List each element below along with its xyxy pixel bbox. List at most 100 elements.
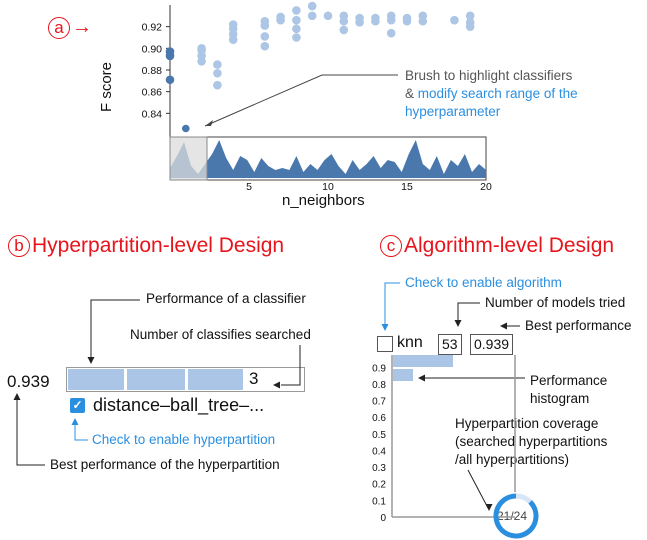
coverage-ring — [493, 493, 539, 539]
scatter-point — [181, 123, 191, 134]
arrowhead-icon — [500, 322, 507, 330]
histogram-tick-label: 0 — [380, 513, 386, 524]
scatter-point — [371, 16, 380, 26]
scatter-point — [323, 11, 333, 21]
models-leader-line — [457, 302, 480, 322]
best-value: 0.939 — [7, 372, 50, 391]
histogram-tick-label: 0.2 — [372, 480, 386, 491]
x-tick-label: 15 — [401, 181, 413, 193]
scatter-point — [260, 41, 270, 51]
algorithm-name: knn — [397, 334, 423, 351]
arrowhead-icon — [418, 374, 425, 382]
y-tick-label: 0.84 — [142, 108, 163, 120]
models-count-box: 53 — [438, 334, 462, 355]
red-arrow-icon: → — [72, 16, 92, 38]
arrowhead-icon — [381, 324, 389, 331]
classifier-bar-3[interactable] — [188, 369, 243, 390]
y-tick-label: 0.90 — [142, 43, 163, 55]
check-hp-leader-line — [74, 422, 88, 441]
coverage-line-3: /all hyperpartitions) — [455, 452, 570, 467]
coverage-annotation: Hyperpartition coverage (searched hyperp… — [455, 415, 607, 469]
scatter-point — [228, 35, 238, 44]
scatter-point — [213, 60, 222, 69]
scatter-point — [197, 57, 206, 66]
histogram-tick-label: 0.1 — [372, 496, 386, 507]
algorithm-checkbox[interactable] — [377, 336, 393, 352]
panel-c-title-text: Algorithm-level Design — [404, 234, 615, 257]
scatter-point — [260, 21, 270, 30]
x-tick-label: 5 — [246, 181, 252, 193]
arrowhead-icon — [485, 504, 493, 511]
x-tick-label: 10 — [322, 181, 334, 193]
performance-leader-line — [90, 299, 140, 357]
scatter-point — [339, 25, 349, 35]
brush-annotation-amp: & — [405, 86, 418, 101]
y-tick-label: 0.86 — [142, 87, 163, 99]
coverage-text: 21/24 — [497, 509, 528, 523]
hyperpartition-name: distance–ball_tree–... — [93, 395, 265, 415]
histogram-bar — [393, 369, 413, 381]
performance-annotation: Performance of a classifier — [146, 291, 306, 306]
scatter-point — [307, 11, 317, 21]
brush-annotation: Brush to highlight classifiers & modify … — [405, 67, 578, 121]
arrowhead-icon — [13, 393, 21, 400]
panel-b-title-text: Hyperpartition-level Design — [32, 234, 285, 257]
coverage-line-1: Hyperpartition coverage — [455, 416, 599, 431]
scatter-point — [292, 24, 301, 34]
check-alg-leader-line — [384, 282, 400, 326]
scatter-point — [418, 16, 428, 26]
hyperpartition-bar-box[interactable]: 3 — [66, 367, 305, 392]
scatter-point — [165, 75, 175, 85]
scatter-point — [213, 80, 222, 90]
histogram-tick-label: 0.8 — [372, 380, 386, 391]
histogram-annotation-1: Performance — [530, 373, 608, 388]
panel-b-letter: b — [8, 235, 30, 258]
histogram-tick-label: 0.9 — [372, 363, 386, 374]
scatter-point — [260, 32, 270, 41]
models-annotation: Number of models tried — [485, 295, 626, 310]
histogram-tick-label: 0.7 — [372, 397, 386, 408]
histogram-annotation-2: histogram — [530, 391, 590, 406]
arrowhead-icon — [273, 381, 280, 389]
histogram-tick-label: 0.5 — [372, 430, 386, 441]
panel-b-title: b Hyperpartition-level Design — [8, 234, 284, 258]
check-hyperpartition-annotation: Check to enable hyperpartition — [92, 432, 276, 447]
scatter-point — [465, 11, 475, 21]
panel-a-label: a → — [48, 16, 92, 39]
scatter-point — [165, 51, 175, 61]
brush-annotation-blue-2: hyperparameter — [405, 104, 501, 119]
scatter-point — [292, 33, 301, 42]
scatter-point — [450, 15, 459, 25]
scatter-point — [307, 1, 317, 11]
y-tick-label: 0.92 — [142, 22, 163, 34]
brush-rect — [169, 136, 208, 181]
scatter-point — [213, 68, 222, 78]
density-curve — [170, 140, 486, 178]
panel-c-title: c Algorithm-level Design — [380, 234, 614, 258]
histogram-tick-label: 0.3 — [372, 463, 386, 474]
best-value-box: 0.939 — [470, 334, 514, 355]
arrowhead-icon — [87, 357, 95, 364]
histogram-bar — [393, 355, 453, 367]
scatter-chart[interactable]: 0.92 0.90 0.88 0.86 0.84 5 10 15 20 — [0, 0, 647, 220]
coverage-leader-line — [467, 469, 489, 509]
hyperpartition-checkbox[interactable]: ✓ — [70, 398, 85, 413]
histogram-tick-label: 0.4 — [372, 446, 386, 457]
check-algorithm-annotation: Check to enable algorithm — [405, 275, 562, 290]
x-tick-label: 20 — [480, 181, 492, 193]
scatter-point — [292, 6, 301, 15]
histogram-annotation: Performance histogram — [530, 372, 607, 408]
x-axis-label: n_neighbors — [282, 192, 365, 209]
best-leader-line — [16, 398, 45, 466]
classifier-bar-2[interactable] — [127, 369, 185, 390]
count-value: 3 — [249, 369, 259, 388]
arrowhead-icon — [454, 320, 462, 327]
best-performance-c-annotation: Best performance — [525, 318, 632, 333]
scatter-point — [276, 15, 285, 25]
classifier-bar-1[interactable] — [68, 369, 124, 390]
scatter-point — [402, 16, 412, 26]
coverage-line-2: (searched hyperpartitions — [455, 434, 608, 449]
brush-annotation-line1: Brush to highlight classifiers — [405, 68, 573, 83]
brush-annotation-arrow — [204, 74, 398, 127]
